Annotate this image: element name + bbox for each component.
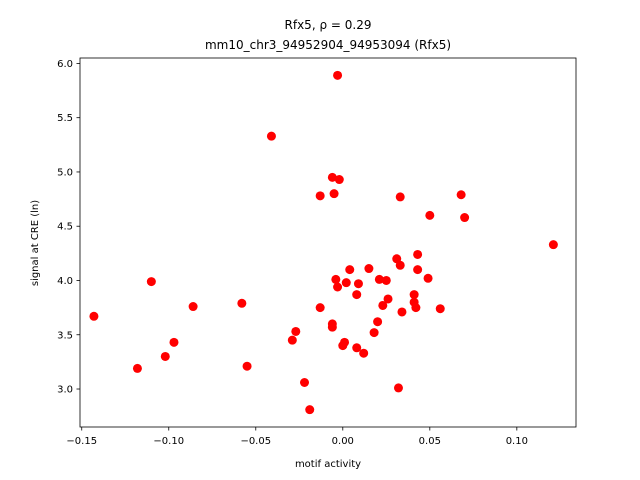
chart-title-line1: Rfx5, ρ = 0.29 [285, 18, 372, 32]
data-point [146, 277, 156, 287]
chart-title-line2: mm10_chr3_94952904_94953094 (Rfx5) [205, 38, 451, 52]
data-point [393, 383, 403, 393]
data-point [287, 335, 297, 345]
data-point [300, 378, 310, 387]
plot-frame [79, 57, 577, 428]
data-point [331, 274, 341, 284]
x-tick-label: 0.00 [332, 436, 354, 447]
data-point [395, 260, 405, 270]
data-point [266, 131, 276, 141]
data-point [237, 298, 247, 308]
data-point [352, 343, 362, 353]
data-point [160, 351, 170, 361]
data-point [169, 337, 179, 347]
y-tick-label: 3.0 [57, 385, 73, 396]
data-point [413, 265, 423, 275]
x-tick-label: −0.10 [153, 436, 184, 447]
data-point [333, 70, 343, 80]
x-tick-label: −0.15 [66, 436, 97, 447]
data-point [373, 317, 383, 327]
data-point [425, 210, 435, 220]
y-tick-label: 3.5 [57, 330, 73, 341]
data-points [89, 70, 558, 415]
data-point [413, 249, 423, 259]
data-point [345, 265, 355, 275]
data-point [383, 294, 393, 304]
data-point [315, 191, 325, 201]
data-point [369, 328, 379, 338]
data-point [188, 302, 198, 312]
y-tick-label: 4.5 [57, 222, 73, 233]
y-tick-label: 6.0 [57, 59, 73, 70]
data-point [315, 303, 325, 313]
data-point [435, 304, 445, 314]
data-point [353, 279, 363, 289]
data-point [423, 273, 433, 283]
data-point [359, 348, 369, 358]
data-point [327, 172, 337, 182]
data-point [291, 326, 301, 336]
data-point [411, 303, 421, 313]
data-point [341, 278, 351, 288]
data-point [378, 300, 388, 310]
y-axis-label: signal at CRE (ln) [30, 200, 41, 286]
y-tick-label: 5.5 [57, 113, 73, 124]
y-tick-label: 5.0 [57, 167, 73, 178]
x-axis-label: motif activity [295, 459, 361, 470]
data-point [132, 363, 142, 373]
data-point [364, 264, 374, 274]
data-point [333, 282, 343, 292]
y-axis-ticks: 3.0 3.5 4.0 4.5 5.0 5.5 6.0 [57, 59, 80, 396]
data-point [456, 190, 466, 200]
data-point [548, 240, 558, 250]
data-point [89, 311, 99, 321]
data-point [327, 319, 337, 329]
x-tick-label: 0.10 [506, 436, 528, 447]
data-point [340, 337, 350, 347]
data-point [381, 275, 391, 285]
y-tick-label: 4.0 [57, 276, 73, 287]
data-point [242, 361, 252, 371]
data-point [329, 189, 339, 199]
data-point [460, 213, 470, 223]
x-tick-label: −0.05 [240, 436, 271, 447]
x-tick-label: 0.05 [419, 436, 441, 447]
data-point [352, 290, 362, 300]
data-point [374, 274, 384, 284]
data-point [334, 175, 344, 185]
data-point [409, 290, 419, 300]
x-axis-ticks: −0.15 −0.10 −0.05 0.00 0.05 0.10 [66, 427, 528, 447]
data-point [397, 307, 407, 317]
data-point [395, 192, 405, 202]
data-point [305, 405, 315, 415]
